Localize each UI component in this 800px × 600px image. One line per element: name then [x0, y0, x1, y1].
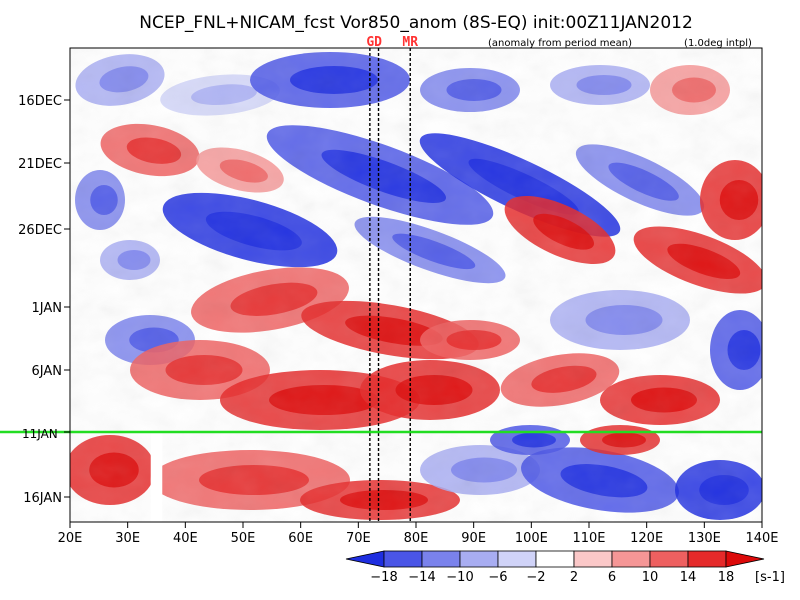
colorbar-cell [345, 550, 385, 568]
colorbar: −18 −14 −10 −6 −2 2 6 10 14 18 [345, 550, 765, 585]
colorbar-label: −18 [370, 570, 397, 585]
colorbar-cell [535, 550, 575, 568]
x-tick-label: 140E [745, 531, 778, 546]
x-tick-label: 100E [515, 531, 548, 546]
x-tick-label: 80E [404, 531, 429, 546]
vorticity-field [70, 48, 762, 522]
colorbar-label: 10 [642, 570, 659, 585]
colorbar-cell [459, 550, 499, 568]
missing-data-gap [150, 432, 163, 522]
x-tick-label: 90E [461, 531, 486, 546]
init-line-label: 11JAN [22, 427, 58, 441]
colorbar-label: 14 [680, 570, 697, 585]
y-tick-label: 21DEC [18, 157, 62, 172]
subtitle-left: (anomaly from period mean) [488, 38, 632, 49]
colorbar-label: −2 [526, 570, 545, 585]
colorbar-label: −6 [488, 570, 507, 585]
field-texture [70, 48, 762, 522]
colorbar-cell [497, 550, 537, 568]
x-tick-label: 30E [115, 531, 140, 546]
y-tick-label: 6JAN [32, 364, 63, 379]
colorbar-label: −10 [446, 570, 473, 585]
colorbar-cell [649, 550, 689, 568]
x-tick-label: 60E [288, 531, 313, 546]
x-tick-label: 20E [58, 531, 83, 546]
marker-label: GD [366, 35, 382, 50]
y-axis: 16DEC 21DEC 26DEC 1JAN 6JAN 16JAN [18, 94, 70, 506]
colorbar-cell [611, 550, 651, 568]
colorbar-label: 2 [570, 570, 578, 585]
y-tick-label: 26DEC [18, 223, 62, 238]
colorbar-cell [687, 550, 727, 568]
y-tick-label: 1JAN [32, 301, 63, 316]
colorbar-cell [383, 550, 423, 568]
colorbar-label: 6 [608, 570, 616, 585]
colorbar-unit: [s-1] [755, 570, 785, 585]
x-axis: 20E 30E 40E 50E 60E 70E 80E 90E 100E 110E 120E 130E… [58, 522, 779, 546]
colorbar-cell [573, 550, 613, 568]
x-tick-label: 50E [231, 531, 256, 546]
x-tick-label: 40E [173, 531, 198, 546]
colorbar-label: 18 [718, 570, 735, 585]
colorbar-cell [725, 550, 765, 568]
y-tick-label: 16JAN [23, 491, 62, 506]
chart-title: NCEP_FNL+NICAM_fcst Vor850_anom (8S-EQ) … [139, 13, 693, 33]
x-tick-label: 70E [346, 531, 371, 546]
marker-lines: GD MR [366, 35, 418, 522]
x-tick-label: 130E [688, 531, 721, 546]
x-tick-label: 120E [630, 531, 663, 546]
colorbar-label: −14 [408, 570, 435, 585]
x-tick-label: 110E [572, 531, 605, 546]
y-tick-label: 16DEC [18, 94, 62, 109]
subtitle-right: (1.0deg intpl) [684, 38, 752, 49]
marker-label: MR [402, 35, 418, 50]
colorbar-cell [421, 550, 461, 568]
